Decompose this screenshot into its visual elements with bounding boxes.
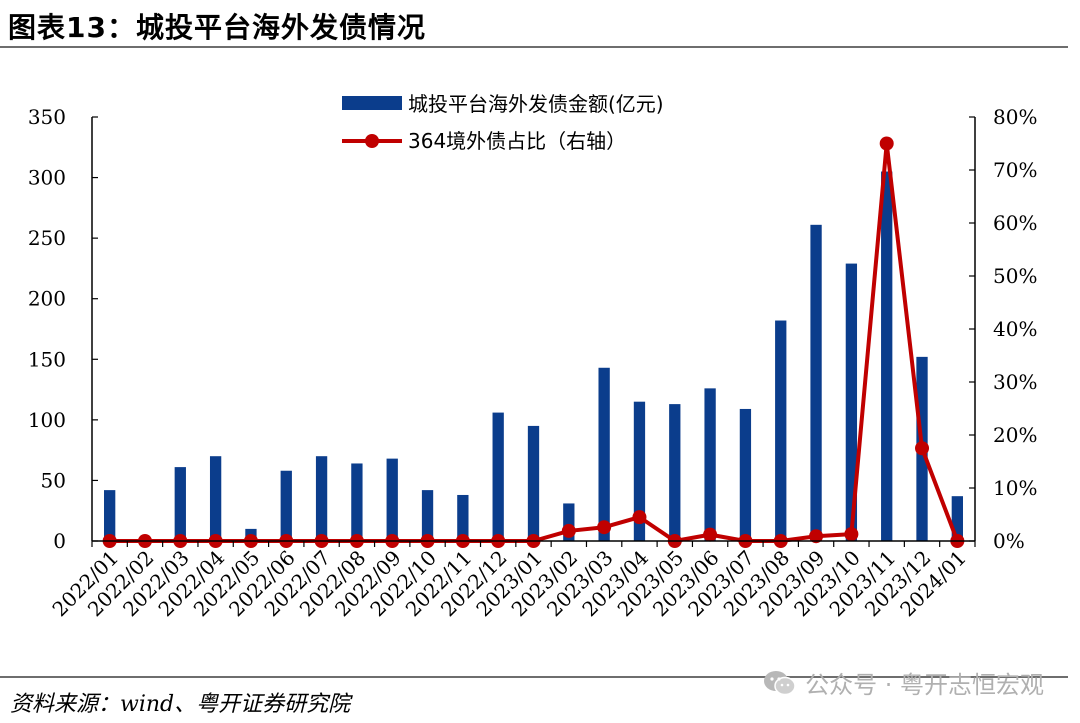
wechat-icon — [763, 669, 797, 697]
source-note: 资料来源：wind、粤开证券研究院 — [10, 692, 351, 717]
bar — [492, 412, 504, 541]
line-point — [844, 527, 859, 542]
bar — [881, 171, 893, 541]
bar — [810, 224, 822, 541]
line-point — [597, 520, 612, 535]
bar — [669, 404, 681, 541]
legend-line-label: 364境外债占比（右轴） — [408, 129, 626, 153]
y-right-tick-label: 30% — [993, 370, 1037, 394]
y-left-tick-label: 200 — [28, 287, 66, 311]
y-right-tick-label: 20% — [993, 423, 1037, 447]
bar — [845, 263, 858, 541]
bar — [527, 425, 540, 541]
bar — [386, 458, 398, 541]
line-point — [879, 136, 894, 151]
chart-title: 图表13：城投平台海外发债情况 — [8, 11, 426, 44]
line-point — [632, 510, 647, 525]
bar — [174, 467, 186, 541]
y-right-tick-label: 60% — [993, 211, 1037, 235]
y-right-tick-label: 10% — [993, 476, 1037, 500]
bar — [563, 503, 575, 541]
bar — [351, 463, 363, 541]
y-left-tick-label: 350 — [28, 105, 66, 129]
y-right-tick-label: 40% — [993, 317, 1037, 341]
bar — [280, 470, 292, 541]
bar — [775, 320, 787, 541]
y-left-tick-label: 0 — [53, 529, 66, 553]
legend-bar-label: 城投平台海外发债金额(亿元) — [408, 92, 664, 116]
watermark-text: 公众号 · 粤开志恒宏观 — [805, 671, 1044, 699]
bar — [704, 388, 716, 541]
y-right-tick-label: 70% — [993, 158, 1037, 182]
bar — [457, 494, 469, 541]
legend-bar-swatch — [342, 96, 402, 110]
bar — [598, 367, 610, 541]
y-right-tick-label: 50% — [993, 264, 1037, 288]
y-left-tick-label: 150 — [28, 347, 66, 371]
title-divider — [0, 46, 1068, 48]
watermark: 公众号 · 粤开志恒宏观 — [763, 665, 1044, 700]
y-right-tick-label: 80% — [993, 105, 1037, 129]
y-right-tick-label: 0% — [993, 529, 1025, 553]
line-point — [703, 527, 718, 542]
bar — [209, 456, 222, 541]
y-left-tick-label: 100 — [28, 408, 66, 432]
line-point — [809, 529, 824, 544]
legend: 城投平台海外发债金额(亿元) 364境外债占比（右轴） — [342, 92, 664, 153]
line-point — [915, 441, 930, 456]
y-left-tick-label: 250 — [28, 226, 66, 250]
bar-series — [104, 171, 963, 541]
bar — [951, 496, 963, 541]
y-left-tick-label: 50 — [41, 468, 66, 492]
y-left-tick-label: 300 — [28, 166, 66, 190]
legend-line-marker — [365, 134, 379, 148]
bar — [739, 408, 752, 541]
bar — [315, 456, 328, 541]
footer-divider — [0, 676, 1068, 678]
bar — [104, 490, 116, 541]
bar — [633, 401, 646, 541]
bar — [421, 490, 434, 541]
line-point — [561, 523, 576, 538]
